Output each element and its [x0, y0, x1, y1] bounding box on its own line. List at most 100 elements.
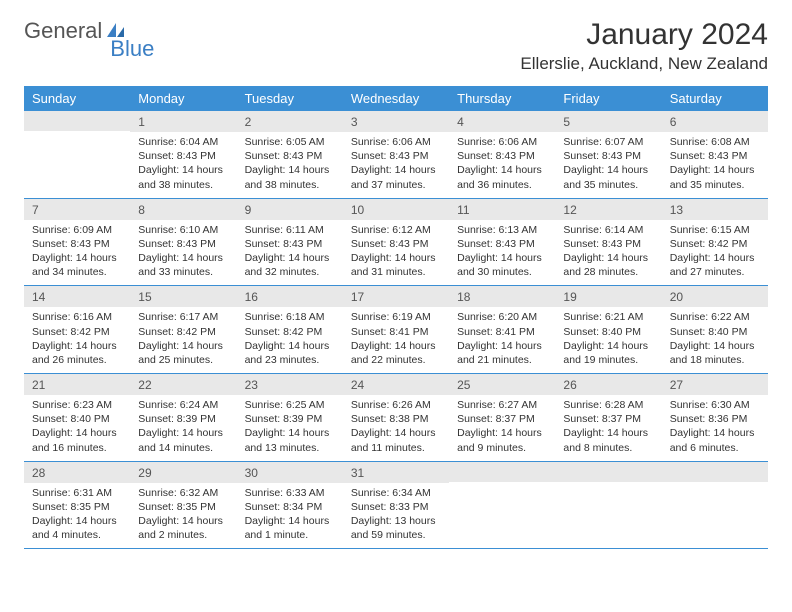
day-details: Sunrise: 6:30 AMSunset: 8:36 PMDaylight:… — [662, 395, 768, 461]
day-number: 24 — [343, 374, 449, 395]
logo-text-general: General — [24, 18, 102, 44]
sunrise-text: Sunrise: 6:33 AM — [245, 486, 335, 500]
sunset-text: Sunset: 8:42 PM — [138, 325, 228, 339]
sunset-text: Sunset: 8:35 PM — [32, 500, 122, 514]
sunset-text: Sunset: 8:43 PM — [670, 149, 760, 163]
daylight-text: Daylight: 14 hours and 35 minutes. — [563, 163, 653, 191]
day-number: 9 — [237, 199, 343, 220]
day-details: Sunrise: 6:15 AMSunset: 8:42 PMDaylight:… — [662, 220, 768, 286]
day-details: Sunrise: 6:09 AMSunset: 8:43 PMDaylight:… — [24, 220, 130, 286]
day-details: Sunrise: 6:08 AMSunset: 8:43 PMDaylight:… — [662, 132, 768, 198]
sunset-text: Sunset: 8:40 PM — [563, 325, 653, 339]
day-details: Sunrise: 6:28 AMSunset: 8:37 PMDaylight:… — [555, 395, 661, 461]
day-number — [449, 462, 555, 482]
sunrise-text: Sunrise: 6:09 AM — [32, 223, 122, 237]
day-details: Sunrise: 6:27 AMSunset: 8:37 PMDaylight:… — [449, 395, 555, 461]
sunset-text: Sunset: 8:36 PM — [670, 412, 760, 426]
day-details: Sunrise: 6:04 AMSunset: 8:43 PMDaylight:… — [130, 132, 236, 198]
day-details: Sunrise: 6:20 AMSunset: 8:41 PMDaylight:… — [449, 307, 555, 373]
day-number — [24, 111, 130, 131]
day-number: 1 — [130, 111, 236, 132]
sunset-text: Sunset: 8:43 PM — [245, 149, 335, 163]
weekday-header: Thursday — [449, 86, 555, 111]
day-details: Sunrise: 6:17 AMSunset: 8:42 PMDaylight:… — [130, 307, 236, 373]
day-details: Sunrise: 6:25 AMSunset: 8:39 PMDaylight:… — [237, 395, 343, 461]
sunset-text: Sunset: 8:41 PM — [351, 325, 441, 339]
calendar-day-cell: 8Sunrise: 6:10 AMSunset: 8:43 PMDaylight… — [130, 198, 236, 286]
calendar-week-row: 14Sunrise: 6:16 AMSunset: 8:42 PMDayligh… — [24, 286, 768, 374]
daylight-text: Daylight: 14 hours and 19 minutes. — [563, 339, 653, 367]
calendar-day-cell — [24, 111, 130, 198]
daylight-text: Daylight: 14 hours and 6 minutes. — [670, 426, 760, 454]
daylight-text: Daylight: 14 hours and 26 minutes. — [32, 339, 122, 367]
daylight-text: Daylight: 14 hours and 27 minutes. — [670, 251, 760, 279]
calendar-day-cell: 23Sunrise: 6:25 AMSunset: 8:39 PMDayligh… — [237, 374, 343, 462]
day-number: 12 — [555, 199, 661, 220]
month-title: January 2024 — [520, 18, 768, 52]
sunrise-text: Sunrise: 6:21 AM — [563, 310, 653, 324]
day-number: 11 — [449, 199, 555, 220]
calendar-week-row: 7Sunrise: 6:09 AMSunset: 8:43 PMDaylight… — [24, 198, 768, 286]
sunset-text: Sunset: 8:38 PM — [351, 412, 441, 426]
day-details: Sunrise: 6:10 AMSunset: 8:43 PMDaylight:… — [130, 220, 236, 286]
day-number: 27 — [662, 374, 768, 395]
calendar-day-cell: 4Sunrise: 6:06 AMSunset: 8:43 PMDaylight… — [449, 111, 555, 198]
day-details: Sunrise: 6:18 AMSunset: 8:42 PMDaylight:… — [237, 307, 343, 373]
day-details: Sunrise: 6:33 AMSunset: 8:34 PMDaylight:… — [237, 483, 343, 549]
sunrise-text: Sunrise: 6:31 AM — [32, 486, 122, 500]
day-number: 8 — [130, 199, 236, 220]
sunset-text: Sunset: 8:40 PM — [670, 325, 760, 339]
sunset-text: Sunset: 8:43 PM — [351, 237, 441, 251]
sunset-text: Sunset: 8:42 PM — [245, 325, 335, 339]
day-details: Sunrise: 6:31 AMSunset: 8:35 PMDaylight:… — [24, 483, 130, 549]
day-details: Sunrise: 6:06 AMSunset: 8:43 PMDaylight:… — [343, 132, 449, 198]
daylight-text: Daylight: 14 hours and 4 minutes. — [32, 514, 122, 542]
sunset-text: Sunset: 8:37 PM — [563, 412, 653, 426]
sunset-text: Sunset: 8:42 PM — [670, 237, 760, 251]
sunset-text: Sunset: 8:35 PM — [138, 500, 228, 514]
day-number: 13 — [662, 199, 768, 220]
day-details: Sunrise: 6:06 AMSunset: 8:43 PMDaylight:… — [449, 132, 555, 198]
calendar-day-cell: 12Sunrise: 6:14 AMSunset: 8:43 PMDayligh… — [555, 198, 661, 286]
daylight-text: Daylight: 14 hours and 37 minutes. — [351, 163, 441, 191]
calendar-day-cell: 21Sunrise: 6:23 AMSunset: 8:40 PMDayligh… — [24, 374, 130, 462]
sunrise-text: Sunrise: 6:27 AM — [457, 398, 547, 412]
day-number: 25 — [449, 374, 555, 395]
calendar-week-row: 28Sunrise: 6:31 AMSunset: 8:35 PMDayligh… — [24, 461, 768, 549]
day-details: Sunrise: 6:16 AMSunset: 8:42 PMDaylight:… — [24, 307, 130, 373]
day-number: 5 — [555, 111, 661, 132]
sunrise-text: Sunrise: 6:24 AM — [138, 398, 228, 412]
sunrise-text: Sunrise: 6:26 AM — [351, 398, 441, 412]
day-number: 22 — [130, 374, 236, 395]
calendar-day-cell: 1Sunrise: 6:04 AMSunset: 8:43 PMDaylight… — [130, 111, 236, 198]
day-number: 26 — [555, 374, 661, 395]
weekday-header: Sunday — [24, 86, 130, 111]
day-number: 7 — [24, 199, 130, 220]
daylight-text: Daylight: 14 hours and 8 minutes. — [563, 426, 653, 454]
calendar-day-cell: 22Sunrise: 6:24 AMSunset: 8:39 PMDayligh… — [130, 374, 236, 462]
day-details: Sunrise: 6:07 AMSunset: 8:43 PMDaylight:… — [555, 132, 661, 198]
day-number: 29 — [130, 462, 236, 483]
day-number: 2 — [237, 111, 343, 132]
daylight-text: Daylight: 14 hours and 28 minutes. — [563, 251, 653, 279]
calendar-day-cell: 18Sunrise: 6:20 AMSunset: 8:41 PMDayligh… — [449, 286, 555, 374]
sunrise-text: Sunrise: 6:04 AM — [138, 135, 228, 149]
day-number — [555, 462, 661, 482]
weekday-header: Saturday — [662, 86, 768, 111]
calendar-day-cell: 16Sunrise: 6:18 AMSunset: 8:42 PMDayligh… — [237, 286, 343, 374]
calendar-day-cell: 3Sunrise: 6:06 AMSunset: 8:43 PMDaylight… — [343, 111, 449, 198]
calendar-week-row: 1Sunrise: 6:04 AMSunset: 8:43 PMDaylight… — [24, 111, 768, 198]
day-number: 28 — [24, 462, 130, 483]
day-number: 19 — [555, 286, 661, 307]
day-details: Sunrise: 6:32 AMSunset: 8:35 PMDaylight:… — [130, 483, 236, 549]
day-details: Sunrise: 6:34 AMSunset: 8:33 PMDaylight:… — [343, 483, 449, 549]
day-details: Sunrise: 6:13 AMSunset: 8:43 PMDaylight:… — [449, 220, 555, 286]
day-details: Sunrise: 6:19 AMSunset: 8:41 PMDaylight:… — [343, 307, 449, 373]
daylight-text: Daylight: 14 hours and 21 minutes. — [457, 339, 547, 367]
weekday-header: Monday — [130, 86, 236, 111]
weekday-header: Wednesday — [343, 86, 449, 111]
calendar-day-cell: 27Sunrise: 6:30 AMSunset: 8:36 PMDayligh… — [662, 374, 768, 462]
calendar-day-cell: 28Sunrise: 6:31 AMSunset: 8:35 PMDayligh… — [24, 461, 130, 549]
title-block: January 2024 Ellerslie, Auckland, New Ze… — [520, 18, 768, 74]
calendar-day-cell — [449, 461, 555, 549]
